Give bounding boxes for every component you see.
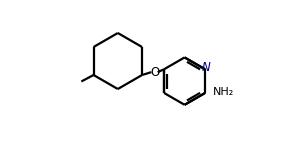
Text: NH₂: NH₂ bbox=[213, 87, 234, 97]
Text: O: O bbox=[150, 66, 159, 79]
Text: N: N bbox=[201, 61, 210, 74]
